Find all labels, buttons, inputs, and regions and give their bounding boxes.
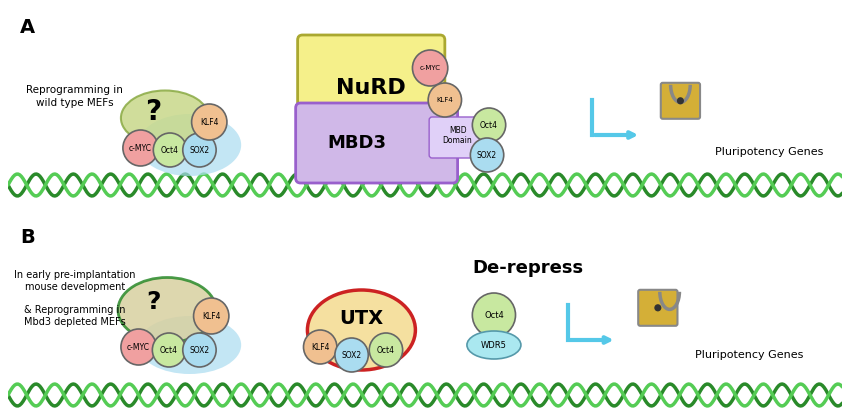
Text: MBD3: MBD3 (327, 134, 386, 152)
Text: mouse development: mouse development (25, 282, 125, 292)
Circle shape (194, 298, 229, 334)
Circle shape (369, 333, 403, 367)
FancyBboxPatch shape (660, 83, 700, 119)
Text: Oct4: Oct4 (160, 346, 178, 354)
FancyBboxPatch shape (296, 103, 457, 183)
Text: Mbd3 depleted MEFs: Mbd3 depleted MEFs (24, 317, 126, 327)
Circle shape (191, 104, 227, 140)
Text: UTX: UTX (339, 309, 383, 328)
Ellipse shape (467, 331, 521, 359)
Ellipse shape (118, 278, 216, 342)
Text: SOX2: SOX2 (342, 351, 361, 360)
Circle shape (123, 130, 158, 166)
Text: De-repress: De-repress (473, 259, 584, 277)
Circle shape (428, 83, 462, 117)
Text: KLF4: KLF4 (200, 118, 218, 126)
Circle shape (473, 108, 506, 142)
Text: Oct4: Oct4 (484, 310, 504, 320)
Ellipse shape (121, 90, 209, 145)
Text: SOX2: SOX2 (190, 346, 209, 354)
Text: c-MYC: c-MYC (128, 342, 150, 352)
Circle shape (473, 293, 515, 337)
Text: Pluripotency Genes: Pluripotency Genes (695, 350, 803, 360)
Text: A: A (20, 18, 35, 37)
Ellipse shape (308, 290, 416, 370)
Circle shape (183, 333, 216, 367)
Text: c-MYC: c-MYC (129, 144, 152, 152)
Text: wild type MEFs: wild type MEFs (36, 98, 114, 108)
FancyBboxPatch shape (638, 290, 677, 326)
Text: & Reprogramming in: & Reprogramming in (24, 305, 126, 315)
Text: c-MYC: c-MYC (420, 65, 440, 71)
Text: Pluripotency Genes: Pluripotency Genes (715, 147, 823, 157)
Text: Oct4: Oct4 (480, 121, 498, 129)
Ellipse shape (138, 316, 241, 374)
Text: Reprogramming in: Reprogramming in (26, 85, 123, 95)
Text: KLF4: KLF4 (436, 97, 453, 103)
FancyBboxPatch shape (298, 35, 445, 135)
Text: SOX2: SOX2 (190, 145, 209, 155)
Circle shape (470, 138, 504, 172)
Circle shape (335, 338, 368, 372)
Text: NuRD: NuRD (337, 78, 406, 98)
Text: Domain: Domain (443, 136, 473, 144)
Text: KLF4: KLF4 (311, 342, 330, 352)
Circle shape (677, 97, 684, 105)
Circle shape (303, 330, 337, 364)
Circle shape (654, 304, 661, 311)
Circle shape (152, 333, 185, 367)
Ellipse shape (138, 114, 241, 176)
Text: Oct4: Oct4 (377, 346, 395, 354)
Text: Oct4: Oct4 (161, 145, 179, 155)
Text: In early pre-implantation: In early pre-implantation (14, 270, 135, 280)
FancyBboxPatch shape (429, 117, 486, 158)
Text: MBD: MBD (449, 126, 467, 134)
Text: B: B (20, 228, 35, 247)
Circle shape (153, 133, 187, 167)
Text: ?: ? (145, 98, 162, 126)
Text: SOX2: SOX2 (477, 150, 497, 160)
Text: KLF4: KLF4 (202, 312, 220, 320)
Circle shape (183, 133, 216, 167)
Circle shape (412, 50, 448, 86)
Text: WDR5: WDR5 (481, 341, 507, 349)
Circle shape (121, 329, 156, 365)
Text: ?: ? (146, 290, 161, 314)
